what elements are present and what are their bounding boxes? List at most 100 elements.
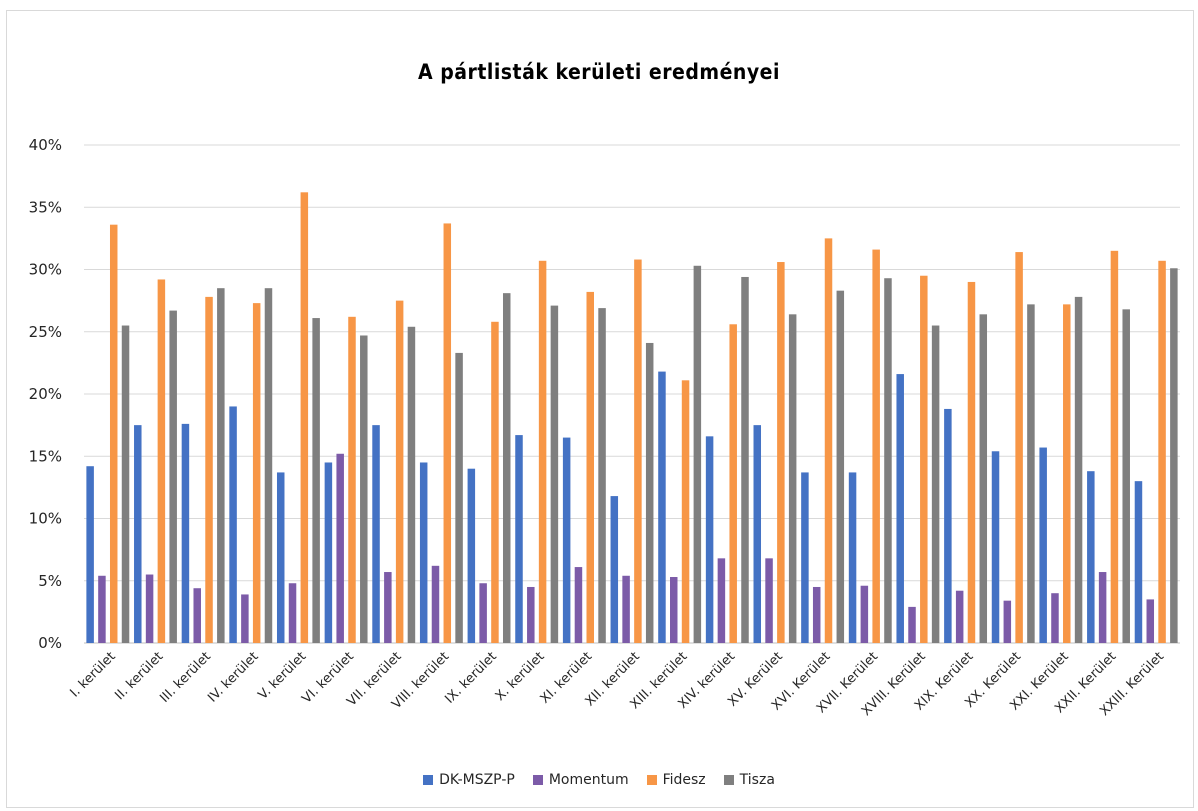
bar-dk-mszp-p <box>419 462 428 643</box>
bar-tisza <box>788 314 797 643</box>
bar-fidesz <box>300 192 309 643</box>
bar-dk-mszp-p <box>1134 481 1143 643</box>
bar-tisza <box>312 318 320 643</box>
bar-fidesz <box>1063 304 1071 643</box>
bar-momentum <box>717 558 726 643</box>
bar-fidesz <box>538 260 547 643</box>
bar-tisza <box>741 276 749 643</box>
bar-fidesz <box>443 223 452 643</box>
legend-item: Momentum <box>532 772 629 788</box>
bar-fidesz <box>1158 260 1166 643</box>
x-category-label: III. kerület <box>157 649 214 706</box>
y-tick-label: 5% <box>38 572 62 590</box>
bar-momentum <box>241 594 249 643</box>
legend-swatch <box>646 775 657 785</box>
bar-momentum <box>479 583 487 643</box>
bar-fidesz <box>634 259 642 643</box>
bar-dk-mszp-p <box>801 472 809 643</box>
bar-series <box>86 192 1178 644</box>
bar-fidesz <box>252 303 261 643</box>
bar-tisza <box>931 325 940 643</box>
bar-tisza <box>1027 304 1035 643</box>
legend-swatch <box>532 775 543 785</box>
bar-fidesz <box>586 291 594 643</box>
y-tick-label: 25% <box>29 323 62 341</box>
bar-dk-mszp-p <box>705 436 714 643</box>
legend-label: Tisza <box>739 772 775 788</box>
y-tick-label: 35% <box>29 198 62 216</box>
bar-tisza <box>836 290 845 643</box>
bar-dk-mszp-p <box>86 466 94 643</box>
legend-item: Fidesz <box>646 772 706 788</box>
bar-momentum <box>1146 599 1155 643</box>
bar-fidesz <box>1110 250 1119 643</box>
bar-fidesz <box>681 380 690 643</box>
bar-momentum <box>1003 600 1012 643</box>
bar-momentum <box>336 453 344 643</box>
bar-fidesz <box>824 238 833 644</box>
x-category-label: IX. kerület <box>442 649 500 707</box>
bar-tisza <box>645 342 654 643</box>
bar-momentum <box>1051 593 1059 643</box>
bar-dk-mszp-p <box>181 423 190 643</box>
bar-fidesz <box>109 224 118 643</box>
legend-label: DK-MSZP-P <box>439 772 515 788</box>
bar-fidesz <box>491 321 499 643</box>
bar-tisza <box>502 293 511 643</box>
bar-fidesz <box>205 296 213 643</box>
legend-swatch <box>723 775 734 785</box>
bar-fidesz <box>920 275 928 643</box>
y-tick-label: 10% <box>29 510 62 528</box>
bar-dk-mszp-p <box>848 472 857 643</box>
bar-fidesz <box>729 324 737 643</box>
bar-tisza <box>884 278 892 643</box>
bar-momentum <box>431 565 440 643</box>
y-axis-tick-labels: 0% 5% 10% 15% 20% 25% 30% 35% 40% <box>29 136 62 652</box>
bar-tisza <box>121 325 130 643</box>
bar-dk-mszp-p <box>229 406 237 643</box>
bar-dk-mszp-p <box>753 425 762 644</box>
bar-dk-mszp-p <box>896 374 904 643</box>
bar-momentum <box>955 590 964 643</box>
bar-fidesz <box>967 281 976 643</box>
y-tick-label: 20% <box>29 385 62 403</box>
x-category-label: I. kerület <box>67 649 118 700</box>
bar-tisza <box>598 308 606 643</box>
bar-momentum <box>384 572 392 643</box>
x-category-label: IV. kerület <box>205 649 261 705</box>
bar-dk-mszp-p <box>1087 471 1095 643</box>
bar-momentum <box>1098 572 1107 643</box>
chart-legend: DK-MSZP-P Momentum Fidesz Tisza <box>0 772 1198 788</box>
bar-fidesz <box>777 262 785 643</box>
bar-momentum <box>98 575 106 643</box>
bar-tisza <box>1074 296 1083 643</box>
bar-momentum <box>622 575 630 643</box>
bar-momentum <box>527 586 535 643</box>
legend-item: DK-MSZP-P <box>423 772 515 788</box>
bar-momentum <box>574 567 583 643</box>
bar-fidesz <box>348 316 356 643</box>
bar-momentum <box>812 586 821 643</box>
bar-momentum <box>670 577 678 643</box>
bar-dk-mszp-p <box>610 496 619 643</box>
bar-fidesz <box>157 279 166 643</box>
bar-dk-mszp-p <box>562 437 571 643</box>
bar-fidesz <box>872 249 880 643</box>
legend-label: Momentum <box>548 772 629 788</box>
bar-tisza <box>169 310 177 643</box>
bar-dk-mszp-p <box>991 451 1000 643</box>
bar-dk-mszp-p <box>1039 447 1047 643</box>
bar-momentum <box>765 558 773 643</box>
bar-dk-mszp-p <box>372 425 380 644</box>
bar-momentum <box>288 583 297 643</box>
bar-momentum <box>908 606 916 643</box>
bar-fidesz <box>395 300 404 644</box>
bar-momentum <box>145 574 154 643</box>
bar-dk-mszp-p <box>944 408 952 643</box>
y-tick-label: 40% <box>29 136 62 154</box>
bar-dk-mszp-p <box>467 468 476 643</box>
legend-swatch <box>423 775 434 785</box>
bar-dk-mszp-p <box>276 472 285 643</box>
